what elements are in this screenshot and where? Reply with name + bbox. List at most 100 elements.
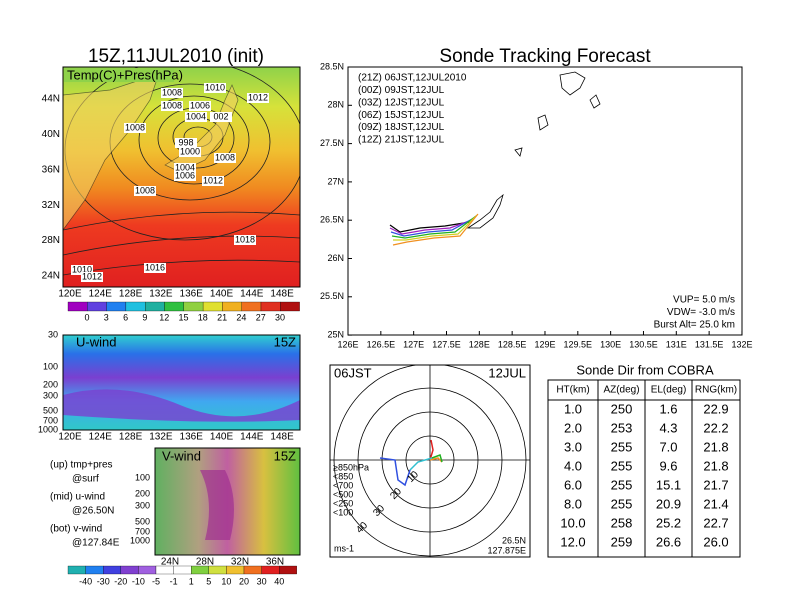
hodo-unit: ms-1 [334, 543, 354, 553]
isobar-label: 1006 [175, 170, 195, 180]
panel-title: Sonde Tracking Forecast [439, 46, 651, 67]
panel-time: 15Z [274, 334, 296, 349]
label-bg [64, 68, 174, 82]
table-title: Sonde Dir from COBRA [576, 362, 714, 377]
x-tick-label: 126E [337, 339, 358, 349]
colorbar-label: 0 [84, 312, 89, 322]
colorbar-label: -1 [170, 576, 178, 586]
x-tick-label: 129.5E [564, 339, 593, 349]
note: (bot) v-wind [50, 524, 102, 535]
legend-entry: (21Z) 06JST,12JUL2010 [358, 73, 467, 84]
table-cell: 12.0 [560, 534, 585, 549]
colorbar-swatch [191, 565, 209, 575]
x-tick-label: 148E [270, 289, 294, 300]
colorbar-label: 18 [198, 312, 208, 322]
colorbar-label: 12 [159, 312, 169, 322]
table-cell: 25.2 [656, 515, 681, 530]
y-tick-label: 36N [42, 164, 60, 175]
note: @26.50N [72, 506, 114, 517]
colorbar-swatch [67, 301, 88, 312]
colorbar-swatch [208, 565, 227, 575]
note: @127.84E [72, 538, 120, 549]
x-tick-label: 124E [89, 432, 113, 443]
y-tick-label: 28.5N [320, 61, 344, 71]
table-cell: 22.9 [703, 401, 728, 416]
isobar-label-bg [161, 101, 183, 111]
isobar-label-bg [189, 101, 211, 111]
colorbar-swatch [164, 301, 184, 312]
colorbar-label: 3 [104, 312, 109, 322]
table-cell: 1.0 [564, 401, 582, 416]
y-tick-label: 27N [327, 176, 344, 186]
x-tick-label: 127E [403, 339, 424, 349]
sonde-tracks [389, 213, 479, 246]
y-tick-label: 40N [42, 129, 60, 140]
x-tick-label: 126.5E [367, 339, 396, 349]
coastline [62, 69, 239, 232]
table-cell: 4.0 [564, 458, 582, 473]
colorbar-swatch [183, 301, 204, 312]
legend-entry: (03Z) 12JST,12JUL [358, 97, 445, 108]
x-tick-label: 28N [196, 557, 214, 568]
colorbar-swatch [260, 301, 281, 312]
table-cell: 255 [611, 458, 633, 473]
isobar-label-bg [71, 265, 93, 275]
colorbar-swatch [173, 565, 192, 575]
frame [347, 66, 743, 336]
y-tick-label: 26.5N [320, 215, 344, 225]
x-tick-label: 140E [210, 289, 234, 300]
y-tick-label: 1000 [130, 535, 150, 545]
y-tick-label: 32N [42, 200, 60, 211]
table-frame [547, 379, 741, 558]
table-cell: 1.6 [659, 401, 677, 416]
parameter: Burst Alt= 25.0 km [654, 320, 735, 331]
table-cell: 4.3 [659, 420, 677, 435]
colorbar-label: 15 [178, 312, 188, 322]
isobar-label: 1016 [145, 262, 165, 272]
legend-entry: (06Z) 15JST,12JUL [358, 110, 445, 121]
hodo-pos: 127.875E [487, 545, 526, 555]
isobar-label: 1008 [215, 152, 235, 162]
table-cell: 15.1 [656, 477, 681, 492]
y-tick-label: 28N [327, 100, 344, 110]
isobar-label: 1008 [125, 122, 145, 132]
table-cell: 255 [611, 477, 633, 492]
x-tick-label: 132E [731, 339, 752, 349]
colorbar-label: 9 [142, 312, 147, 322]
frame [154, 447, 301, 556]
hodo-time: 06JST [334, 365, 372, 380]
isobar-label: 1006 [190, 100, 210, 110]
colorbar-label: -30 [97, 576, 110, 586]
y-tick-label: 500 [43, 405, 58, 415]
table-cell: 20.9 [656, 496, 681, 511]
colorbar-swatch [125, 301, 146, 312]
y-tick-label: 100 [43, 361, 58, 371]
colorbar-swatch [279, 565, 297, 575]
table-cell: 250 [611, 401, 633, 416]
y-tick-label: 44N [42, 94, 60, 105]
isobar-label: 1000 [180, 146, 200, 156]
y-tick-label: 30 [48, 329, 58, 339]
v-wind-feature [200, 470, 234, 540]
table-cell: 3.0 [564, 439, 582, 454]
x-tick-label: 124E [89, 289, 113, 300]
table-cell: 259 [611, 534, 633, 549]
table-cell: 8.0 [564, 496, 582, 511]
table-cell: 258 [611, 515, 633, 530]
x-tick-label: 136E [180, 289, 204, 300]
isobar-label-bg [81, 272, 103, 282]
note: (mid) u-wind [50, 492, 105, 503]
x-tick-label: 131.5E [695, 339, 724, 349]
isobar-label: 1004 [186, 111, 206, 121]
y-tick-label: 24N [42, 271, 60, 282]
isobar-label: 002 [213, 111, 228, 121]
y-tick-label: 500 [135, 516, 150, 526]
isobar-label-bg [210, 112, 232, 122]
colorbar-label: -40 [79, 576, 92, 586]
isobar-label: 1018 [235, 234, 255, 244]
colorbar-label: -5 [152, 576, 160, 586]
panel-time: 15Z [274, 448, 296, 463]
legend-entry: (12Z) 21JST,12JUL [358, 135, 445, 146]
